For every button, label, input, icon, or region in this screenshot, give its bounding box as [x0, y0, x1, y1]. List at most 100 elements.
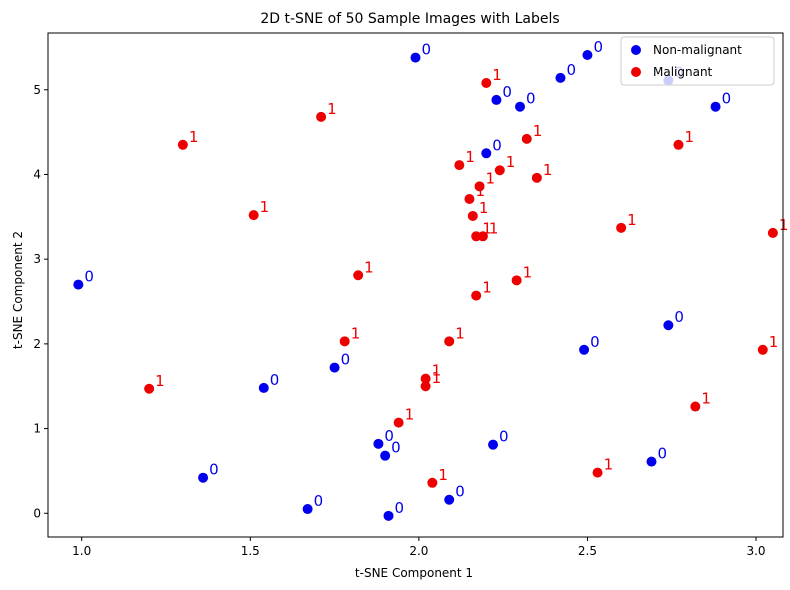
point-label: 1 — [432, 369, 442, 387]
scatter-point — [757, 344, 768, 355]
scatter-point — [410, 52, 421, 63]
y-axis-label: t-SNE Component 2 — [11, 231, 25, 349]
point-label: 0 — [590, 333, 600, 351]
scatter-point — [177, 139, 188, 150]
scatter-point — [511, 275, 522, 286]
scatter-point — [198, 472, 209, 483]
point-label: 1 — [438, 466, 448, 484]
scatter-point — [302, 504, 313, 515]
point-label: 0 — [341, 351, 351, 369]
scatter-point — [339, 336, 350, 347]
point-label: 0 — [658, 445, 668, 463]
point-label: 0 — [674, 308, 684, 326]
point-label: 1 — [405, 406, 415, 424]
scatter-point — [488, 439, 499, 450]
point-label: 1 — [489, 219, 499, 237]
scatter-point — [481, 148, 492, 159]
point-label: 1 — [486, 169, 496, 187]
point-label: 1 — [364, 258, 374, 276]
point-label: 0 — [722, 90, 732, 108]
point-label: 1 — [189, 128, 199, 146]
point-label: 0 — [593, 38, 603, 56]
point-label: 0 — [422, 41, 432, 59]
point-label: 0 — [455, 483, 465, 501]
point-label: 0 — [566, 61, 576, 79]
scatter-point — [481, 77, 492, 88]
scatter-point — [491, 94, 502, 105]
point-label: 0 — [492, 136, 502, 154]
point-label: 0 — [502, 83, 512, 101]
point-label: 0 — [526, 90, 536, 108]
point-label: 1 — [543, 161, 553, 179]
scatter-point — [477, 231, 488, 242]
point-label: 0 — [270, 371, 280, 389]
scatter-point — [373, 438, 384, 449]
scatter-point — [380, 450, 391, 461]
scatter-point — [471, 290, 482, 301]
point-label: 1 — [523, 263, 533, 281]
scatter-point — [73, 279, 84, 290]
scatter-point — [494, 165, 505, 176]
point-label: 1 — [769, 333, 779, 351]
chart-title: 2D t-SNE of 50 Sample Images with Labels — [260, 11, 559, 27]
scatter-point — [515, 101, 526, 112]
legend-marker — [631, 45, 641, 55]
scatter-point — [393, 417, 404, 428]
point-label: 1 — [455, 324, 465, 342]
scatter-point — [767, 227, 778, 238]
scatter-point — [420, 381, 431, 392]
x-tick-label: 3.0 — [746, 544, 765, 558]
scatter-point — [690, 401, 701, 412]
scatter-point — [474, 181, 485, 192]
point-label: 1 — [465, 148, 475, 166]
scatter-point — [444, 336, 455, 347]
point-label: 1 — [432, 362, 442, 380]
legend-box — [620, 36, 775, 86]
scatter-point — [353, 270, 364, 281]
point-label: 1 — [627, 211, 637, 229]
legend-label: Malignant — [653, 65, 713, 79]
y-tick-label: 2 — [33, 337, 41, 351]
scatter-point — [673, 139, 684, 150]
y-axis-ticks: 0 1 2 3 4 5 — [33, 83, 48, 520]
scatter-point — [258, 382, 269, 393]
point-label: 1 — [260, 198, 270, 216]
y-tick-label: 1 — [33, 422, 41, 436]
plot-area: 0000000000000000000001111111111111111111… — [33, 32, 788, 558]
scatter-point — [427, 477, 438, 488]
scatter-point — [582, 50, 593, 61]
scatter-point — [616, 222, 627, 233]
point-label: 0 — [84, 268, 94, 286]
scatter-point — [579, 344, 590, 355]
scatter-point — [521, 133, 532, 144]
point-label: 1 — [155, 372, 165, 390]
x-tick-label: 1.0 — [72, 544, 91, 558]
legend: Non-malignant Malignant — [620, 36, 775, 86]
scatter-point — [248, 210, 259, 221]
legend-label: Non-malignant — [653, 43, 742, 57]
scatter-point — [444, 494, 455, 505]
y-tick-label: 4 — [33, 167, 41, 181]
point-label: 0 — [395, 499, 405, 517]
legend-marker — [631, 67, 641, 77]
y-tick-label: 5 — [33, 83, 41, 97]
scatter-point — [329, 362, 340, 373]
scatter-point — [646, 456, 657, 467]
point-label: 1 — [351, 324, 361, 342]
series-non-malignant: 000000000000000000000 — [73, 38, 731, 521]
point-label: 1 — [492, 66, 502, 84]
scatter-point — [592, 467, 603, 478]
point-label: 0 — [391, 439, 401, 457]
point-label: 1 — [684, 128, 694, 146]
scatter-point — [531, 172, 542, 183]
point-label: 1 — [482, 279, 492, 297]
point-label: 1 — [479, 199, 489, 217]
point-label: 1 — [482, 219, 492, 237]
point-label: 1 — [327, 100, 337, 118]
scatter-point — [420, 373, 431, 384]
x-tick-label: 1.5 — [241, 544, 260, 558]
point-label: 1 — [475, 182, 485, 200]
x-axis-ticks: 1.0 1.5 2.0 2.5 3.0 — [72, 537, 766, 558]
